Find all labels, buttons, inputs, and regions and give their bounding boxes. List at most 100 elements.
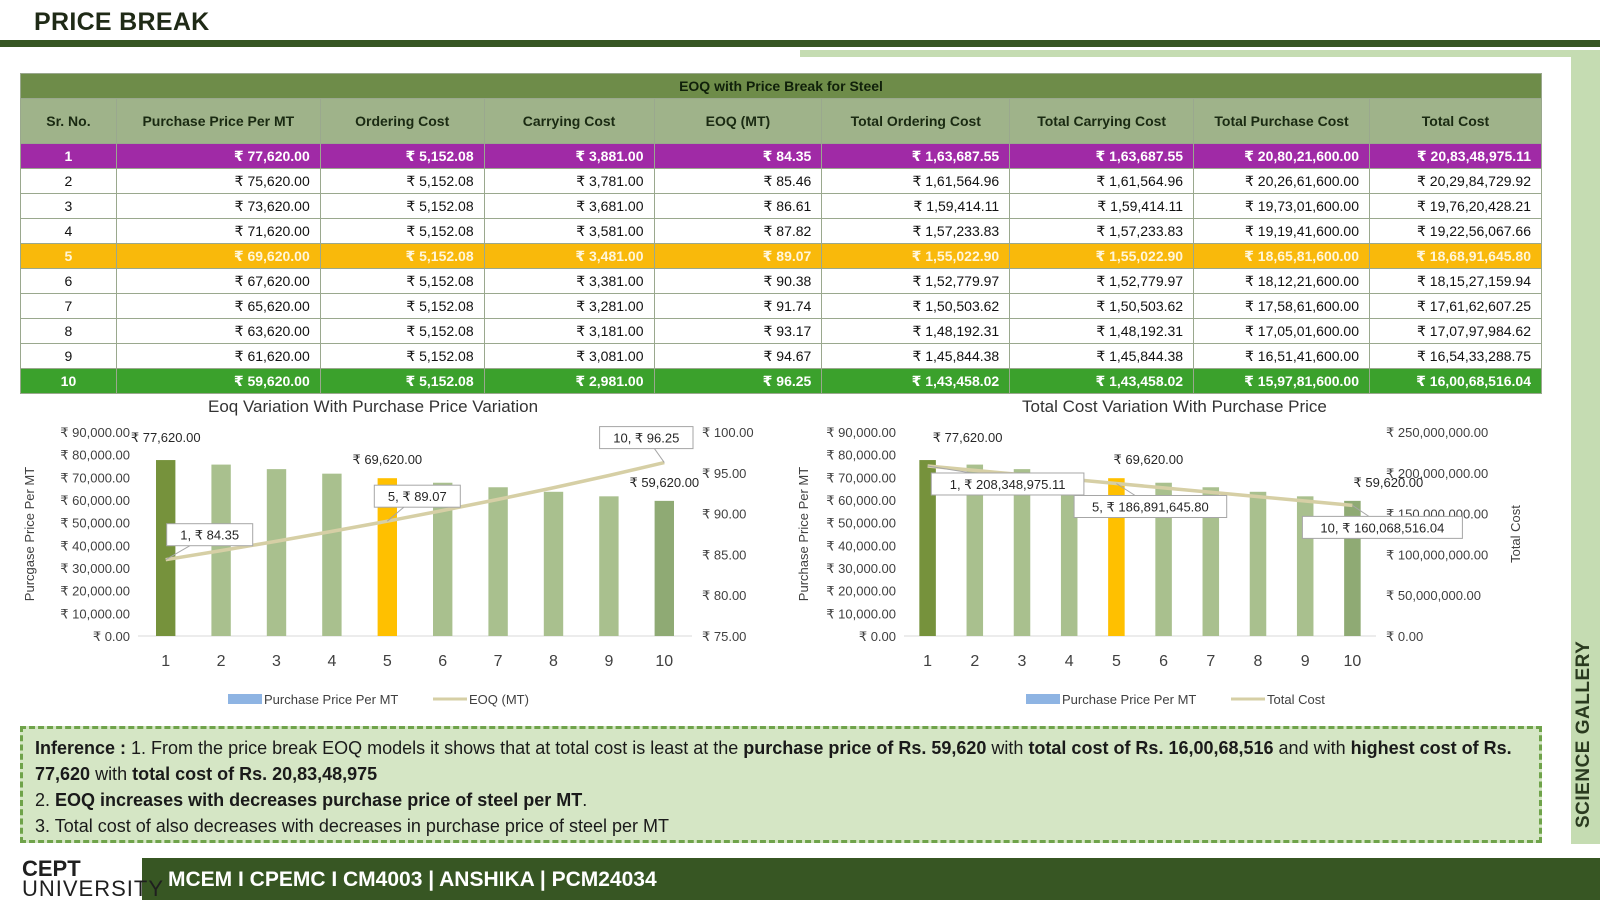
inference-text: with	[986, 738, 1029, 758]
x-tick-label: 9	[1301, 653, 1310, 670]
callout-leader	[1116, 483, 1136, 496]
line-data-label: 10, ₹ 96.25	[613, 431, 679, 446]
column-header: Purchase Price Per MT	[115, 98, 321, 144]
table-cell: 8	[20, 318, 117, 344]
right-tick-label: ₹ 100,000,000.00	[1386, 547, 1488, 562]
inference-text: 2.	[35, 790, 56, 810]
bar-data-label: ₹ 59,620.00	[629, 475, 699, 490]
table-cell: ₹ 1,45,844.38	[1009, 343, 1195, 369]
bar	[266, 469, 287, 636]
inference-line: Inference : 1. From the price break EOQ …	[35, 735, 1527, 787]
table-cell: ₹ 69,620.00	[115, 243, 321, 269]
table-cell: ₹ 3,781.00	[483, 168, 655, 194]
table-cell: ₹ 19,76,20,428.21	[1369, 193, 1542, 219]
x-tick-label: 4	[327, 653, 336, 670]
inference-text: Inference :	[35, 738, 132, 758]
left-tick-label: ₹ 60,000.00	[60, 493, 130, 508]
left-tick-label: ₹ 50,000.00	[60, 516, 130, 531]
callout-leader	[653, 448, 665, 463]
table-cell: ₹ 90.38	[653, 268, 823, 294]
left-tick-label: ₹ 20,000.00	[60, 584, 130, 599]
table-cell: ₹ 1,61,564.96	[1009, 168, 1195, 194]
x-tick-label: 3	[272, 653, 281, 670]
table-cell: ₹ 3,381.00	[483, 268, 655, 294]
x-tick-label: 2	[970, 653, 979, 670]
chart1-title: Eoq Variation With Purchase Price Variat…	[208, 397, 539, 416]
x-tick-label: 8	[1254, 653, 1263, 670]
x-tick-label: 10	[1344, 653, 1362, 670]
bar	[919, 460, 936, 636]
table-caption: EOQ with Price Break for Steel	[20, 73, 1542, 99]
table-cell: 10	[20, 368, 117, 394]
column-header: EOQ (MT)	[653, 98, 823, 144]
table-cell: ₹ 59,620.00	[115, 368, 321, 394]
inference-text: 1. From the price break EOQ models it sh…	[131, 738, 744, 758]
table-cell: 6	[20, 268, 117, 294]
inference-text: total cost of Rs. 16,00,68,516	[1028, 738, 1274, 758]
table-cell: ₹ 71,620.00	[115, 218, 321, 244]
bar-data-label: ₹ 77,620.00	[933, 430, 1003, 445]
left-tick-label: ₹ 80,000.00	[826, 448, 896, 463]
table-cell: ₹ 1,57,233.83	[1009, 218, 1195, 244]
table-cell: ₹ 67,620.00	[115, 268, 321, 294]
callout-box	[599, 426, 694, 450]
inference-text: total cost of Rs. 20,83,48,975	[132, 764, 378, 784]
table-cell: ₹ 96.25	[653, 368, 823, 394]
callout-box	[1301, 515, 1463, 539]
table-row: 3 ₹ 73,620.00 ₹ 5,152.08 ₹ 3,681.00 ₹ 86.61 ₹…	[20, 193, 1542, 219]
callout-leader	[927, 465, 972, 474]
table-cell: ₹ 16,54,33,288.75	[1369, 343, 1542, 369]
table-row: 2 ₹ 75,620.00 ₹ 5,152.08 ₹ 3,781.00 ₹ 85.46 ₹…	[20, 168, 1542, 194]
table-cell: ₹ 20,29,84,729.92	[1369, 168, 1542, 194]
footer-bar	[0, 858, 1600, 900]
table-cell: ₹ 20,26,61,600.00	[1193, 168, 1371, 194]
legend-label-bars: Purchase Price Per MT	[264, 692, 398, 707]
table-row: 4 ₹ 71,620.00 ₹ 5,152.08 ₹ 3,581.00 ₹ 87.82 ₹…	[20, 218, 1542, 244]
table-row: 7 ₹ 65,620.00 ₹ 5,152.08 ₹ 3,281.00 ₹ 91.74 ₹…	[20, 293, 1542, 319]
table-cell: ₹ 73,620.00	[115, 193, 321, 219]
table-cell: ₹ 1,55,022.90	[1009, 243, 1195, 269]
right-tick-label: ₹ 75.00	[702, 629, 746, 644]
table-cell: ₹ 19,73,01,600.00	[1193, 193, 1371, 219]
table-cell: ₹ 3,481.00	[483, 243, 655, 269]
column-header: Total Ordering Cost	[821, 98, 1011, 144]
table-cell: ₹ 86.61	[653, 193, 823, 219]
table-cell: 7	[20, 293, 117, 319]
right-tick-label: ₹ 80.00	[702, 588, 746, 603]
callout-box	[1073, 494, 1228, 518]
table-cell: ₹ 1,45,844.38	[821, 343, 1011, 369]
table-cell: ₹ 5,152.08	[319, 218, 485, 244]
table-cell: ₹ 1,63,687.55	[821, 143, 1011, 169]
legend-label-bars: Purchase Price Per MT	[1062, 692, 1196, 707]
column-header: Total Carrying Cost	[1009, 98, 1195, 144]
table-row: 9 ₹ 61,620.00 ₹ 5,152.08 ₹ 3,081.00 ₹ 94.67 ₹…	[20, 343, 1542, 369]
logo-line1: CEPT	[22, 856, 81, 881]
bar	[966, 464, 984, 636]
legend-swatch-bars	[228, 694, 262, 704]
line-data-label: 10, ₹ 160,068,516.04	[1320, 520, 1444, 535]
callout-box	[166, 523, 254, 547]
table-cell: ₹ 1,43,458.02	[821, 368, 1011, 394]
table-cell: ₹ 3,281.00	[483, 293, 655, 319]
table-header-row: Sr. No. Purchase Price Per MT Ordering Cos…	[20, 98, 1542, 144]
inference-box: Inference : 1. From the price break EOQ …	[20, 726, 1542, 843]
table-cell: ₹ 18,68,91,645.80	[1369, 243, 1542, 269]
right-tick-label: ₹ 250,000,000.00	[1386, 425, 1488, 440]
inference-line: 2. EOQ increases with decreases purchase…	[35, 787, 1527, 813]
right-tick-label: ₹ 50,000,000.00	[1386, 588, 1481, 603]
left-tick-label: ₹ 80,000.00	[60, 448, 130, 463]
table-cell: ₹ 61,620.00	[115, 343, 321, 369]
column-header: Total Cost	[1369, 98, 1542, 144]
table-cell: 4	[20, 218, 117, 244]
bar	[1060, 473, 1078, 636]
table-row: 5 ₹ 69,620.00 ₹ 5,152.08 ₹ 3,481.00 ₹ 89.07 ₹…	[20, 243, 1542, 269]
left-tick-label: ₹ 60,000.00	[826, 493, 896, 508]
bar	[1202, 487, 1220, 636]
right-axis-title: Total Cost	[1508, 505, 1523, 563]
table-cell: ₹ 5,152.08	[319, 243, 485, 269]
inference-text: with	[90, 764, 133, 784]
table-cell: ₹ 1,48,192.31	[821, 318, 1011, 344]
callout-leader	[386, 506, 405, 522]
eoq-variation-chart: ₹ 0.00 ₹ 10,000.00 ₹ 20,000.00 ₹ 30,000.00 ₹…	[22, 425, 754, 707]
left-tick-label: ₹ 40,000.00	[826, 538, 896, 553]
